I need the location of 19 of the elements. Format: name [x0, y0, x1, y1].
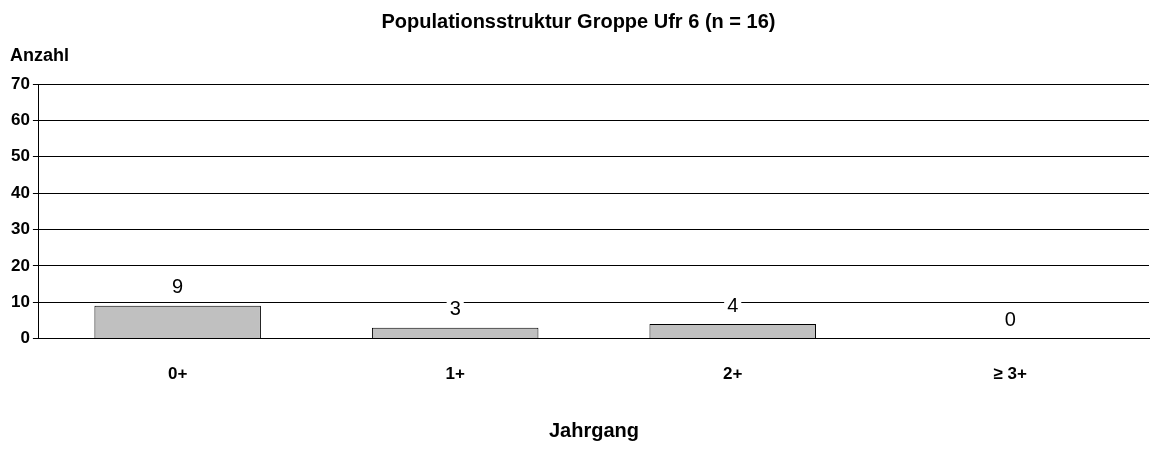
x-tick-label: 0+ — [167, 364, 188, 384]
y-tick-label: 20 — [10, 255, 30, 275]
y-tick-label: 40 — [10, 182, 30, 202]
y-tick-label: 60 — [10, 110, 30, 130]
y-tick-label: 30 — [10, 219, 30, 239]
data-label: 0 — [1004, 308, 1016, 331]
y-tick-label: 70 — [10, 73, 30, 93]
data-label: 3 — [449, 297, 461, 320]
y-tick-label: 10 — [10, 291, 30, 311]
data-label: 4 — [727, 293, 739, 316]
x-tick-label: 2+ — [723, 364, 743, 384]
chart-title: Populationsstruktur Groppe Ufr 6 (n = 16) — [381, 9, 776, 32]
y-axis-title: Anzahl — [10, 44, 70, 65]
y-tick-label: 0 — [20, 328, 30, 348]
x-tick-label: 1+ — [445, 364, 465, 384]
y-tick-label: 50 — [10, 146, 30, 166]
x-tick-label: ≥ 3+ — [993, 364, 1028, 384]
x-axis-title: Jahrgang — [548, 418, 639, 441]
data-label: 9 — [172, 275, 184, 298]
